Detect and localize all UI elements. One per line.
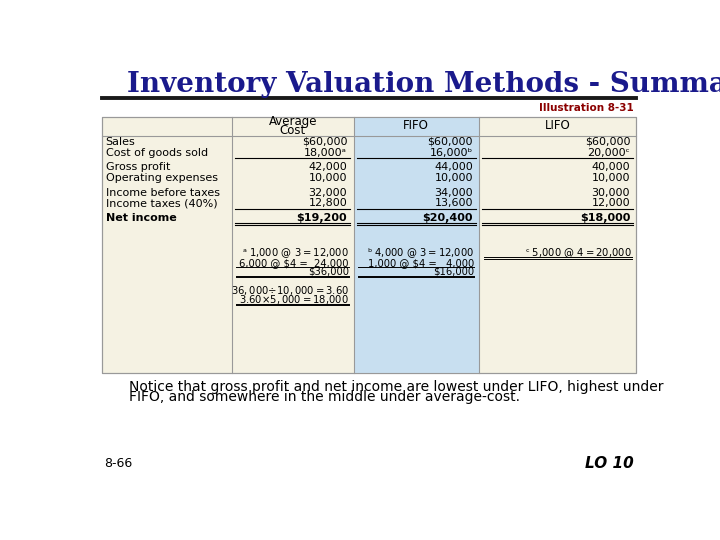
Text: $60,000: $60,000 <box>585 137 630 147</box>
Text: Inventory Valuation Methods - Summary: Inventory Valuation Methods - Summary <box>127 71 720 98</box>
Text: Cost of goods sold: Cost of goods sold <box>106 147 207 158</box>
Text: 30,000: 30,000 <box>592 187 630 198</box>
Text: Notice that gross profit and net income are lowest under LIFO, highest under: Notice that gross profit and net income … <box>129 380 663 394</box>
Text: ᵇ 4,000 @ $3 = $12,000: ᵇ 4,000 @ $3 = $12,000 <box>367 247 474 260</box>
Text: $16,000: $16,000 <box>433 267 474 277</box>
Text: 6,000 @ $4 =  24,000: 6,000 @ $4 = 24,000 <box>239 258 349 268</box>
Text: Gross profit: Gross profit <box>106 162 170 172</box>
Bar <box>102 117 636 373</box>
Text: 10,000: 10,000 <box>592 173 630 183</box>
Text: $36,000 ÷ 10,000 = $3.60: $36,000 ÷ 10,000 = $3.60 <box>231 284 349 297</box>
Text: ᵃ 1,000 @ $3 = $12,000: ᵃ 1,000 @ $3 = $12,000 <box>242 247 349 260</box>
Text: LO 10: LO 10 <box>585 456 634 471</box>
Text: $60,000: $60,000 <box>302 137 347 147</box>
Text: Cost: Cost <box>279 124 306 137</box>
Text: 1,000 @ $4 =   4,000: 1,000 @ $4 = 4,000 <box>368 258 474 268</box>
Text: $18,000: $18,000 <box>580 213 630 223</box>
Text: 34,000: 34,000 <box>434 187 473 198</box>
Text: FIFO, and somewhere in the middle under average-cost.: FIFO, and somewhere in the middle under … <box>129 390 520 404</box>
Text: 12,000: 12,000 <box>592 198 630 208</box>
Text: 8-66: 8-66 <box>104 457 132 470</box>
Text: Income before taxes: Income before taxes <box>106 187 220 198</box>
Text: $3.60 ×  5,000 = $18,000: $3.60 × 5,000 = $18,000 <box>239 293 349 306</box>
Text: Average: Average <box>269 114 317 127</box>
Text: Income taxes (40%): Income taxes (40%) <box>106 198 217 208</box>
Text: 32,000: 32,000 <box>309 187 347 198</box>
Text: 18,000ᵃ: 18,000ᵃ <box>305 147 347 158</box>
Text: FIFO: FIFO <box>403 119 429 132</box>
Bar <box>102 117 636 373</box>
Bar <box>354 117 479 373</box>
Text: 10,000: 10,000 <box>309 173 347 183</box>
Text: 42,000: 42,000 <box>309 162 347 172</box>
Text: 13,600: 13,600 <box>434 198 473 208</box>
Text: ᶜ 5,000 @ $4 = $20,000: ᶜ 5,000 @ $4 = $20,000 <box>525 247 631 260</box>
Text: $60,000: $60,000 <box>428 137 473 147</box>
Text: LIFO: LIFO <box>545 119 570 132</box>
Text: $19,200: $19,200 <box>297 213 347 223</box>
Text: Operating expenses: Operating expenses <box>106 173 217 183</box>
Text: Illustration 8-31: Illustration 8-31 <box>539 103 634 113</box>
Text: 44,000: 44,000 <box>434 162 473 172</box>
Text: 10,000: 10,000 <box>434 173 473 183</box>
Text: 12,800: 12,800 <box>309 198 347 208</box>
Text: Sales: Sales <box>106 137 135 147</box>
Text: 20,000ᶜ: 20,000ᶜ <box>588 147 630 158</box>
Text: Net income: Net income <box>106 213 176 223</box>
Text: 16,000ᵇ: 16,000ᵇ <box>430 147 473 158</box>
Text: 40,000: 40,000 <box>592 162 630 172</box>
Text: $20,400: $20,400 <box>423 213 473 223</box>
Text: $36,000: $36,000 <box>308 267 349 277</box>
